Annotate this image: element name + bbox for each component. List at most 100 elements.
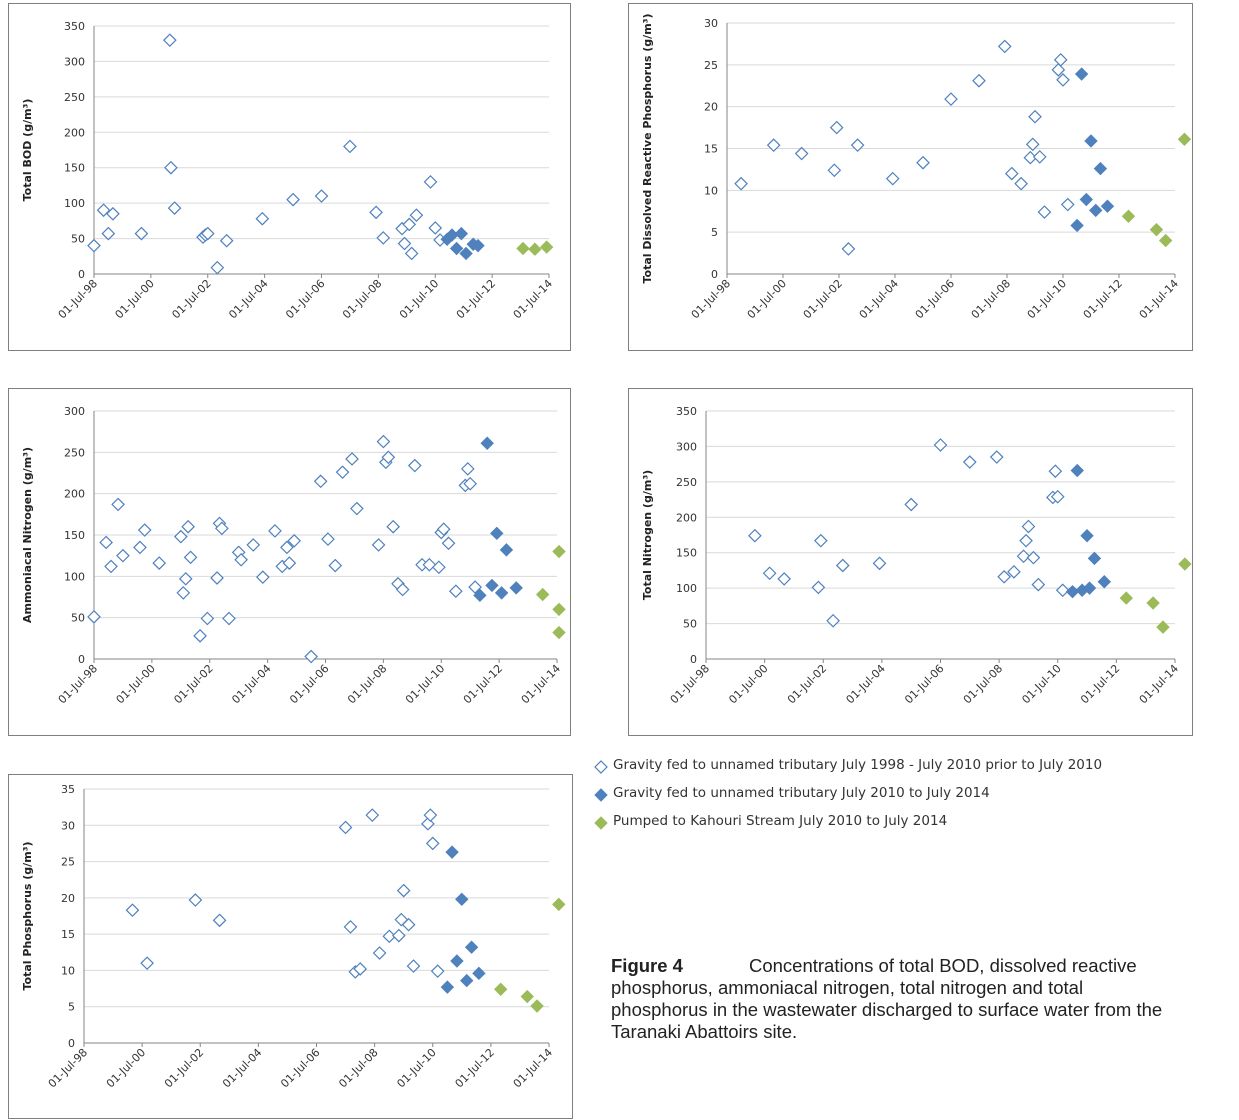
data-point-open: [766, 138, 781, 153]
data-point-open: [181, 519, 195, 534]
data-point-open: [972, 73, 986, 88]
data-point-open: [133, 540, 147, 555]
legend-label: Pumped to Kahouri Stream July 2010 to Ju…: [613, 813, 948, 829]
x-tick-label: 01-Jul-14: [511, 277, 555, 321]
data-point-open: [328, 558, 343, 573]
y-tick-label: 0: [78, 268, 85, 281]
x-tick-label: 01-Jul-14: [1137, 277, 1181, 321]
data-point-filled: [459, 246, 473, 261]
data-point-filled: [1097, 575, 1112, 589]
y-tick-label: 35: [61, 783, 75, 796]
data-point-open: [463, 476, 478, 491]
x-tick-label: 01-Jul-00: [114, 662, 158, 706]
x-tick-label: 01-Jul-04: [220, 1046, 264, 1090]
data-point-open: [313, 474, 328, 489]
data-point-open: [423, 808, 438, 822]
data-point-open: [140, 956, 154, 971]
y-tick-label: 150: [64, 529, 85, 542]
data-point-open: [811, 580, 826, 595]
x-tick-label: 01-Jul-98: [668, 662, 712, 706]
data-point-open: [1053, 52, 1068, 67]
y-tick-label: 10: [704, 184, 718, 197]
data-point-open: [200, 611, 215, 626]
data-point-open: [134, 226, 149, 241]
data-point-pumped: [539, 240, 554, 254]
data-point-open: [962, 455, 977, 469]
data-point-open: [255, 570, 270, 585]
y-axis-label: Total Phosphorus (g/m³): [21, 842, 34, 991]
data-point-open: [1021, 519, 1036, 534]
x-tick-label: 01-Jul-00: [726, 662, 770, 706]
data-point-open: [219, 233, 234, 248]
data-point-open: [200, 226, 215, 241]
x-tick-label: 01-Jul-02: [801, 277, 845, 321]
data-point-open: [401, 917, 416, 932]
y-tick-label: 5: [711, 226, 718, 239]
chart-panel-total-phosphorus: 0 5 10 15 20 25 30 35 01-Jul-98 01-Jul-00 01-Jul-0…: [8, 774, 573, 1119]
data-point-filled: [454, 226, 469, 241]
data-point-open: [152, 556, 167, 570]
data-point-open: [365, 808, 380, 822]
data-point-filled: [450, 954, 464, 968]
data-point-open: [448, 584, 463, 599]
legend-label: Gravity fed to unnamed tributary July 20…: [613, 785, 990, 801]
y-tick-label: 15: [704, 143, 718, 156]
data-point-open: [397, 236, 412, 251]
data-point-open: [173, 529, 188, 544]
x-tick-label: 01-Jul-08: [340, 277, 384, 321]
chart-panel-bod: 0 50 100 150 200 250 300 350 01-Jul-98 01-Jul-00 0…: [8, 3, 571, 351]
data-point-open: [1004, 166, 1019, 181]
data-point-pumped: [1146, 596, 1160, 610]
x-tick-label: 01-Jul-08: [961, 662, 1005, 706]
data-point-open: [734, 176, 748, 191]
filled-diamond-icon: [594, 788, 608, 802]
x-tick-label: 01-Jul-00: [745, 277, 789, 321]
data-point-open: [813, 533, 828, 548]
data-point-open: [287, 533, 302, 548]
data-point-open: [1014, 176, 1028, 191]
data-point-open: [441, 536, 456, 551]
y-tick-label: 0: [690, 653, 697, 666]
data-point-open: [164, 160, 178, 175]
x-tick-label: 01-Jul-14: [519, 662, 563, 706]
x-tick-label: 01-Jul-12: [1078, 662, 1122, 706]
data-point-open: [268, 524, 282, 538]
data-point-open: [343, 920, 358, 934]
data-point-pumped: [516, 241, 530, 256]
y-tick-label: 20: [704, 101, 718, 114]
data-point-filled: [1093, 161, 1108, 176]
data-point-open: [188, 893, 203, 907]
x-tick-label: 01-Jul-12: [1081, 277, 1125, 321]
chart-panel-drp: 0 5 10 15 20 25 30 01-Jul-98 01-Jul-00 01-Jul-02 0…: [628, 3, 1193, 351]
data-point-open: [137, 523, 152, 537]
data-point-pumped: [520, 989, 534, 1004]
data-point-open: [1050, 489, 1065, 504]
y-tick-label: 0: [711, 268, 718, 281]
data-point-open: [99, 535, 113, 550]
data-point-filled: [455, 892, 469, 907]
x-tick-label: 01-Jul-98: [56, 277, 100, 321]
y-tick-label: 250: [64, 446, 85, 459]
data-point-open: [162, 33, 177, 48]
data-point-open: [104, 559, 118, 574]
x-tick-label: 01-Jul-12: [453, 1046, 497, 1090]
data-point-open: [314, 189, 329, 203]
data-point-open: [335, 465, 350, 480]
chart-ammoniacal: 0 50 100 150 200 250 300 01-Jul-98 01-Jul-00 01-J…: [21, 405, 566, 706]
data-point-filled: [440, 980, 455, 994]
data-point-open: [96, 203, 111, 218]
data-point-open: [425, 836, 440, 851]
data-point-pumped: [552, 602, 566, 617]
data-point-open: [777, 572, 792, 586]
chart-total-phosphorus: 0 5 10 15 20 25 30 35 01-Jul-98 01-Jul-00 01-Jul-0…: [21, 783, 566, 1090]
data-point-open: [748, 528, 762, 543]
data-point-open: [794, 146, 809, 161]
x-tick-label: 01-Jul-06: [283, 277, 327, 321]
data-point-pumped: [493, 982, 508, 997]
data-point-filled: [1084, 134, 1098, 148]
data-point-open: [116, 548, 130, 563]
data-point-open: [376, 434, 391, 449]
y-tick-label: 200: [64, 488, 85, 501]
data-point-open: [395, 582, 410, 597]
data-point-open: [835, 558, 850, 573]
